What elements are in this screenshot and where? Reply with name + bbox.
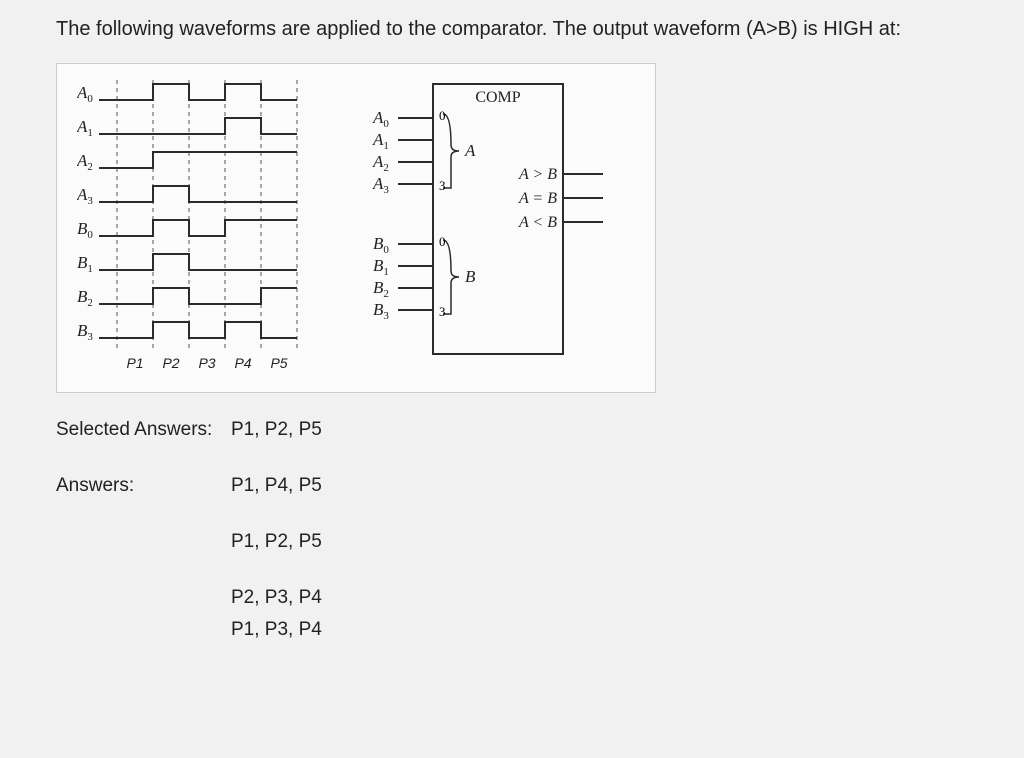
svg-text:A < B: A < B [518,214,557,231]
waveforms-svg: A0 A1 A2 A3 B0 B1 B2 B3 P1 P2 P3 P4 P5 [77,74,337,384]
question-text: The following waveforms are applied to t… [56,18,968,41]
svg-text:B1: B1 [77,253,93,275]
answers-label: Answers: [56,475,231,497]
svg-text:B0: B0 [77,219,93,241]
svg-text:B3: B3 [77,321,93,343]
figure-panel: A0A1A2A3B0B1B2B3P1P2P3P4P5 COMPA0A1A2A30… [56,63,656,393]
svg-text:COMP: COMP [476,89,521,106]
selected-answers-row: Selected Answers: P1, P2, P5 [56,419,968,441]
svg-text:B2: B2 [77,287,93,309]
answer-option-1-row[interactable]: P1, P2, P5 [56,531,968,553]
svg-text:A1: A1 [372,130,389,152]
answer-option-0: P1, P4, P5 [231,475,322,497]
answer-option-2-row[interactable]: P2, P3, P4 [56,587,968,609]
waveforms: A0 A1 A2 A3 B0 B1 B2 B3 P1 P2 P3 P4 P5 [77,74,333,384]
svg-text:P5: P5 [270,355,287,371]
svg-text:A = B: A = B [518,190,557,207]
svg-text:A1: A1 [77,117,93,139]
selected-answers-value: P1, P2, P5 [231,419,322,441]
svg-text:A0: A0 [77,83,93,105]
svg-text:B1: B1 [373,256,389,278]
answer-option-1: P1, P2, P5 [231,531,322,553]
svg-text:B2: B2 [373,278,389,300]
svg-text:A3: A3 [77,185,93,207]
svg-text:3: 3 [439,304,446,319]
svg-text:A: A [464,141,476,160]
svg-text:P2: P2 [162,355,179,371]
answer-option-0-row[interactable]: Answers: P1, P4, P5 [56,475,968,497]
svg-text:0: 0 [439,108,446,123]
svg-text:B: B [465,267,476,286]
answer-option-2: P2, P3, P4 [231,587,322,609]
svg-text:3: 3 [439,178,446,193]
svg-text:A0: A0 [372,108,389,130]
answer-option-3: P1, P3, P4 [231,619,322,641]
svg-text:P4: P4 [234,355,251,371]
svg-text:A > B: A > B [518,166,557,183]
svg-text:P3: P3 [198,355,215,371]
svg-text:A2: A2 [372,152,389,174]
svg-text:B3: B3 [373,300,389,322]
svg-text:A3: A3 [372,174,389,196]
svg-text:0: 0 [439,234,446,249]
comparator-svg: COMP A0A1A2A3 0 3 A B0B1B2B3 0 3 B A > B A = B A < … [343,74,643,384]
svg-text:P1: P1 [126,355,143,371]
comparator-diagram: COMP A0A1A2A3 0 3 A B0B1B2B3 0 3 B A > B A = B A < … [343,74,639,384]
answer-option-3-row[interactable]: P1, P3, P4 [56,619,968,641]
svg-text:A2: A2 [77,151,93,173]
svg-text:B0: B0 [373,234,389,256]
selected-answers-label: Selected Answers: [56,419,231,441]
